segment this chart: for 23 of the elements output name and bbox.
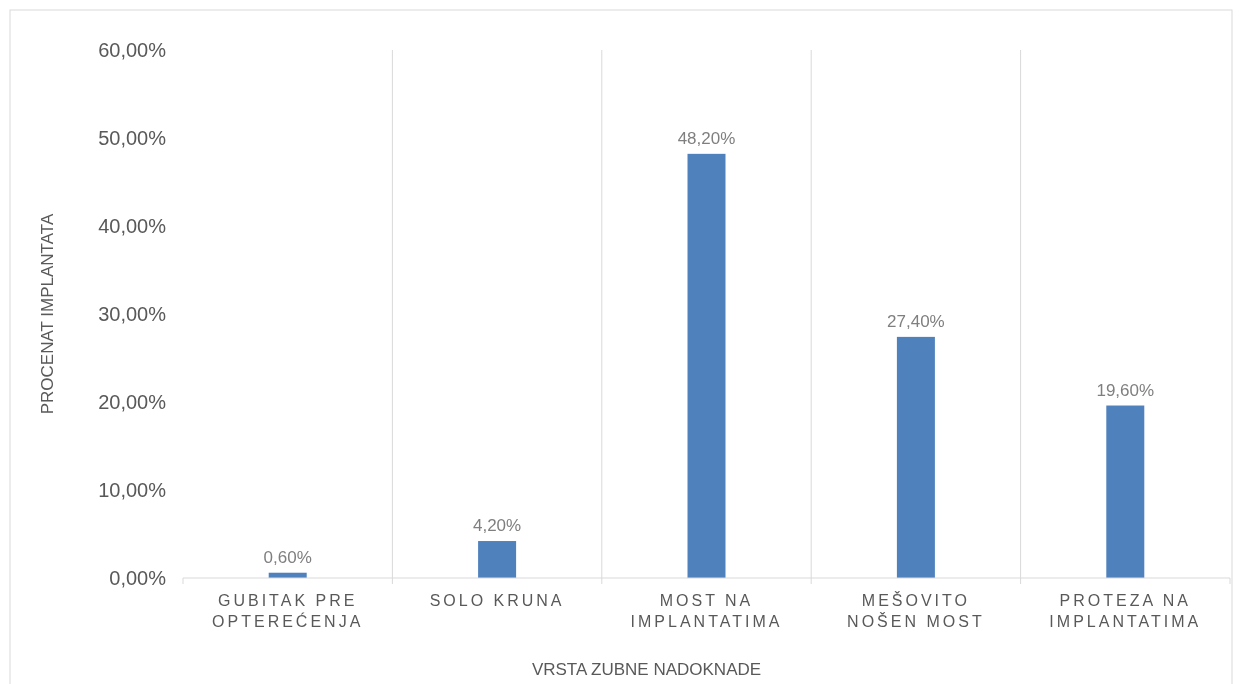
y-axis-title: PROCENAT IMPLANTATA: [38, 213, 57, 415]
y-tick-label: 0,00%: [109, 567, 167, 589]
x-tick-label: MEŠOVITO NOŠEN MOST: [847, 591, 985, 630]
data-label: 19,60%: [1096, 380, 1155, 400]
data-label: 48,20%: [677, 128, 736, 148]
y-tick-label: 20,00%: [98, 391, 167, 413]
x-tick-label: MOST NA IMPLANTATIMA: [630, 592, 783, 630]
bar: [896, 336, 935, 578]
x-tick-label: PROTEZA NA IMPLANTATIMA: [1049, 592, 1202, 630]
x-tick-label: GUBITAK PRE OPTEREĆENJA: [212, 592, 364, 630]
data-label: 27,40%: [887, 311, 945, 331]
y-tick-label: 30,00%: [98, 303, 167, 325]
x-axis-title: VRSTA ZUBNE NADOKNADE: [531, 660, 762, 679]
bar: [1106, 405, 1145, 578]
x-tick-label: SOLO KRUNA: [429, 592, 565, 609]
bar: [478, 541, 517, 578]
y-tick-label: 60,00%: [98, 39, 167, 61]
bar: [687, 153, 726, 578]
data-label: 0,60%: [263, 547, 312, 567]
y-tick-label: 10,00%: [98, 479, 167, 501]
data-label: 4,20%: [473, 516, 522, 536]
y-tick-label: 40,00%: [98, 215, 167, 237]
y-tick-label: 50,00%: [98, 127, 167, 149]
